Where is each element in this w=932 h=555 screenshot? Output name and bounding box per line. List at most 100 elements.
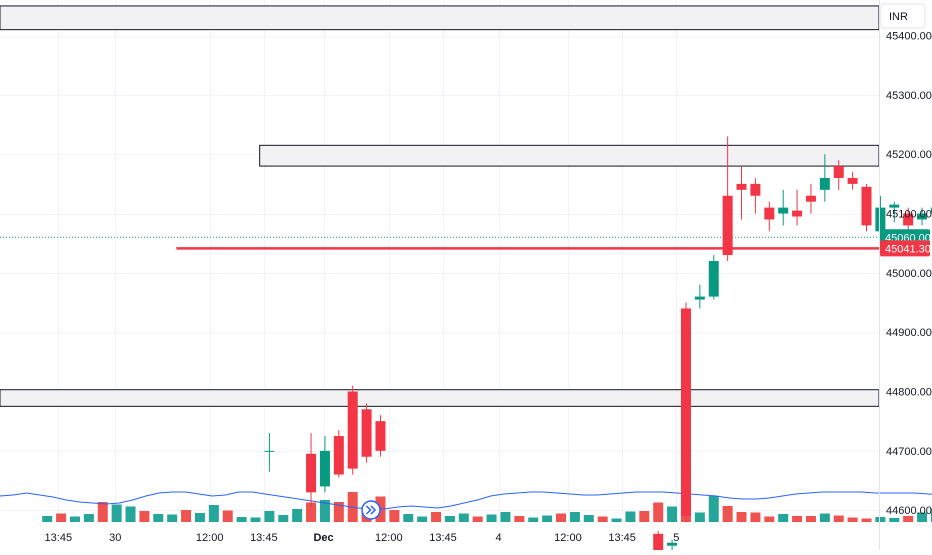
- volume-bar: [667, 506, 678, 522]
- price-zone-rectangle[interactable]: [0, 389, 880, 407]
- candle-body[interactable]: [917, 213, 928, 220]
- candle-body[interactable]: [333, 435, 344, 475]
- candle-body[interactable]: [347, 391, 358, 469]
- time-axis[interactable]: 13:45 30 12:00 13:45 Dec 12:00 13:45 4 12:00 13:4…: [45, 532, 680, 544]
- price-axis[interactable]: 45400.00 45300.00 45200.00 45100.00 45000.00…: [879, 0, 932, 550]
- volume-bar: [97, 502, 108, 522]
- volume-bar: [444, 516, 455, 522]
- volume-bar: [930, 508, 932, 522]
- volume-bar: [56, 513, 67, 522]
- candle-body[interactable]: [319, 450, 330, 487]
- currency-label: INR: [889, 11, 908, 23]
- volume-bar: [181, 510, 192, 522]
- volume-bar: [458, 513, 469, 522]
- volume-bar: [569, 512, 580, 522]
- candle-body[interactable]: [805, 195, 816, 202]
- volume-bar: [236, 517, 247, 522]
- supply-demand-zones[interactable]: [0, 5, 880, 407]
- price-tick-label: 44600.00: [886, 505, 932, 517]
- volume-bar: [819, 513, 830, 522]
- candle-body[interactable]: [819, 177, 830, 190]
- candle-body[interactable]: [264, 450, 275, 452]
- chart-grid: [0, 0, 879, 522]
- volume-bar: [583, 515, 594, 522]
- volume-bar: [528, 517, 539, 522]
- candle-body[interactable]: [375, 421, 386, 451]
- volume-bar: [306, 502, 317, 522]
- price-tick-label: 45100.00: [886, 209, 932, 221]
- candle-body[interactable]: [736, 183, 747, 190]
- price-tick-label: 44800.00: [886, 387, 932, 399]
- time-axis-labels: 13:45 30 12:00 13:45 Dec 12:00 13:45 4 12:00 13:4…: [45, 532, 680, 544]
- volume-bar: [694, 512, 705, 522]
- volume-bar: [639, 511, 650, 522]
- price-tick-label: 44700.00: [886, 446, 932, 458]
- candle-body[interactable]: [708, 261, 719, 297]
- candle-body[interactable]: [653, 533, 664, 552]
- candle-body[interactable]: [833, 166, 844, 178]
- candle-body[interactable]: [792, 210, 803, 217]
- candle-body[interactable]: [306, 453, 317, 493]
- price-zone-rectangle[interactable]: [0, 5, 880, 31]
- candle-body[interactable]: [667, 542, 678, 546]
- volume-bar: [861, 518, 872, 522]
- time-tick-label: 13:45: [45, 532, 73, 544]
- time-tick-label: 12:00: [375, 532, 403, 544]
- candle-body[interactable]: [722, 195, 733, 256]
- volume-bar: [597, 516, 608, 522]
- price-axis-labels: 45400.00 45300.00 45200.00 45100.00 45000.00…: [886, 31, 932, 518]
- volume-bar: [653, 502, 664, 522]
- time-tick-label: 13:45: [429, 532, 457, 544]
- time-tick-label: 5: [673, 532, 679, 544]
- volume-bar: [625, 511, 636, 522]
- volume-bar: [83, 514, 94, 522]
- time-tick-label: 13:45: [608, 532, 636, 544]
- candle-body[interactable]: [875, 207, 886, 232]
- candle-body[interactable]: [694, 296, 705, 300]
- candle-body[interactable]: [903, 213, 914, 226]
- price-tick-label: 45300.00: [886, 90, 932, 102]
- level-price-tag-background: [880, 240, 930, 257]
- time-tick-label: 13:45: [250, 532, 278, 544]
- candle-body[interactable]: [361, 409, 372, 457]
- level-price-tag-text: 45041.30: [885, 243, 931, 255]
- candle-body[interactable]: [889, 204, 900, 208]
- currency-selector[interactable]: INR: [880, 3, 926, 29]
- candle-body[interactable]: [861, 186, 872, 226]
- volume-bar: [389, 510, 400, 522]
- volume-bar: [250, 517, 261, 522]
- volume-bar: [69, 516, 80, 522]
- volume-bar: [264, 511, 275, 522]
- price-tick-label: 44900.00: [886, 327, 932, 339]
- candle-body[interactable]: [750, 183, 761, 196]
- volume-bar: [708, 496, 719, 522]
- volume-bar: [208, 505, 219, 522]
- goto-realtime-button[interactable]: [361, 500, 381, 520]
- volume-bar: [750, 512, 761, 522]
- time-tick-label: Dec: [313, 532, 333, 544]
- volume-bar: [278, 515, 289, 522]
- candle-body[interactable]: [680, 308, 691, 517]
- volume-bar: [472, 516, 483, 522]
- price-zone-rectangle[interactable]: [259, 144, 880, 167]
- volume-bar: [611, 518, 622, 522]
- time-tick-label: 12:00: [554, 532, 582, 544]
- volume-bar: [486, 514, 497, 522]
- price-tick-label: 45400.00: [886, 31, 932, 43]
- price-levels[interactable]: [0, 236, 879, 250]
- volume-bar: [889, 518, 900, 522]
- volume-bar: [722, 506, 733, 522]
- candle-body[interactable]: [930, 207, 932, 214]
- volume-bar: [153, 514, 164, 522]
- candle-body[interactable]: [764, 207, 775, 220]
- candle-body[interactable]: [847, 177, 858, 184]
- volume-bar: [319, 500, 330, 522]
- candlestick-series[interactable]: [264, 136, 932, 555]
- volume-bar: [500, 512, 511, 522]
- price-tick-label: 45200.00: [886, 149, 932, 161]
- volume-bar: [847, 517, 858, 522]
- candle-body[interactable]: [778, 207, 789, 214]
- volume-bar: [431, 512, 442, 522]
